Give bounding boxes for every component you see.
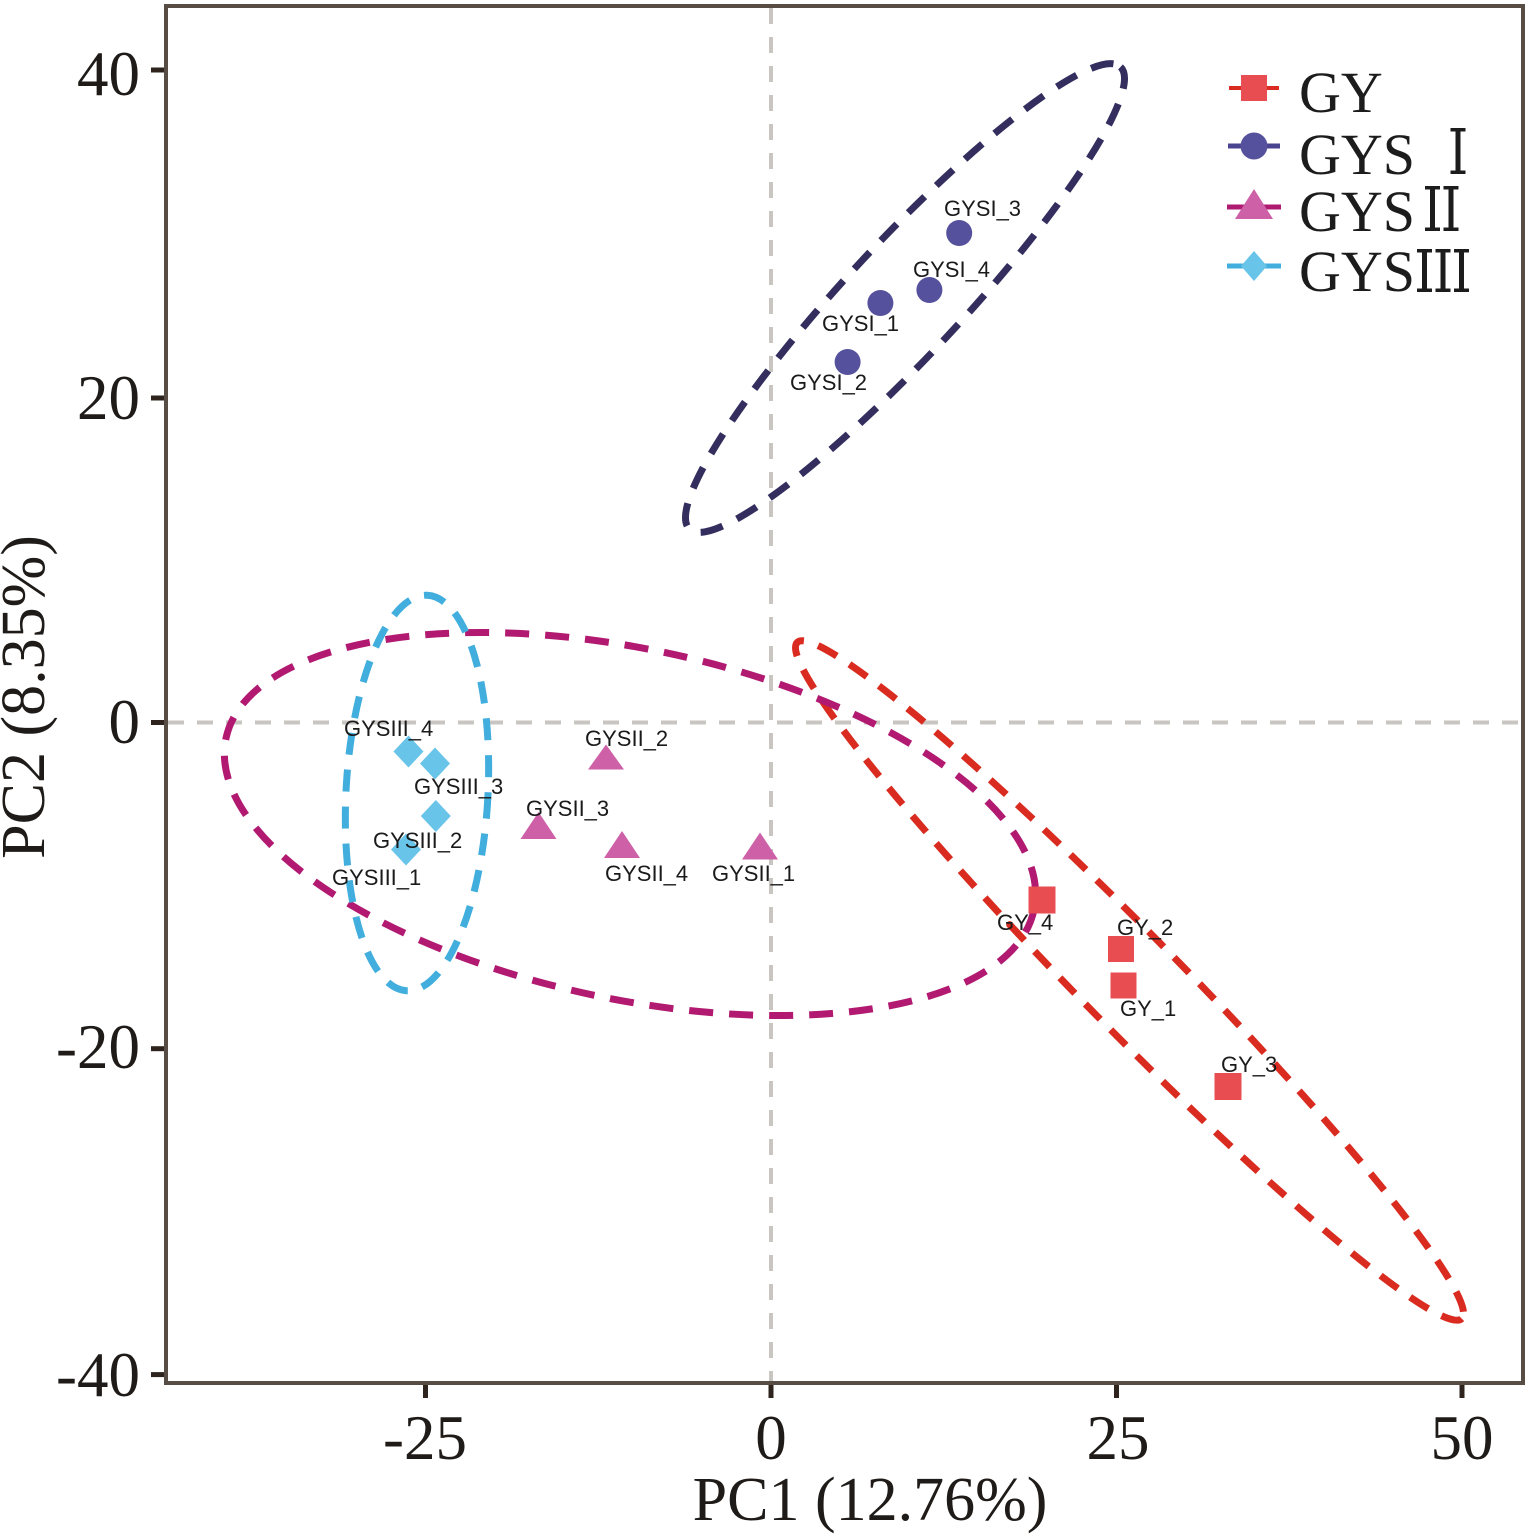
svg-text:GY_2: GY_2: [1117, 915, 1173, 940]
svg-text:GY_4: GY_4: [997, 910, 1053, 935]
svg-text:GYSIII_3: GYSIII_3: [414, 774, 503, 799]
svg-text:GYSI_1: GYSI_1: [822, 311, 899, 336]
svg-text:-40: -40: [56, 1340, 140, 1410]
svg-text:GYSIII_1: GYSIII_1: [332, 865, 421, 890]
svg-text:GYSII_3: GYSII_3: [526, 796, 609, 821]
svg-text:GYSI_4: GYSI_4: [913, 257, 990, 282]
svg-text:GYS: GYS: [1299, 239, 1415, 304]
svg-text:50: 50: [1431, 1403, 1494, 1473]
svg-text:GYS: GYS: [1299, 122, 1415, 187]
svg-text:GYSII_4: GYSII_4: [605, 861, 688, 886]
svg-text:GY_3: GY_3: [1221, 1052, 1277, 1077]
svg-text:-20: -20: [56, 1012, 140, 1082]
svg-text:-25: -25: [383, 1403, 467, 1473]
svg-text:GY: GY: [1299, 60, 1383, 125]
svg-text:25: 25: [1087, 1403, 1150, 1473]
svg-text:PC2 (8.35%): PC2 (8.35%): [0, 535, 58, 859]
svg-text:GYSII_1: GYSII_1: [712, 861, 795, 886]
svg-text:GYSIII_2: GYSIII_2: [373, 828, 462, 853]
svg-text:PC1 (12.76%): PC1 (12.76%): [693, 1466, 1048, 1534]
svg-text:0: 0: [755, 1403, 787, 1473]
svg-text:20: 20: [77, 363, 140, 433]
svg-text:GYSI_3: GYSI_3: [944, 196, 1021, 221]
svg-text:40: 40: [77, 39, 140, 109]
svg-text:GYSII_2: GYSII_2: [585, 726, 668, 751]
svg-text:GY_1: GY_1: [1120, 996, 1176, 1021]
svg-text:GYS: GYS: [1299, 179, 1415, 244]
svg-text:0: 0: [109, 687, 141, 757]
svg-text:GYSIII_4: GYSIII_4: [344, 716, 433, 741]
svg-text:GYSI_2: GYSI_2: [790, 370, 867, 395]
